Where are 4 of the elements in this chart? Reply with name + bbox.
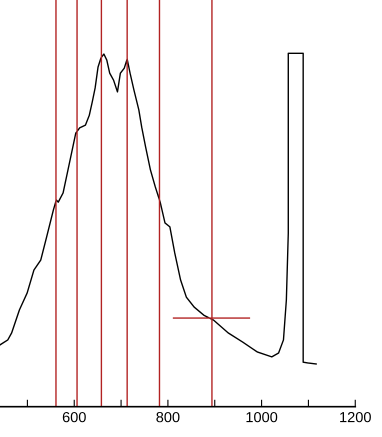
x-tick-label: 600 bbox=[62, 412, 86, 422]
x-tick-label: 1200 bbox=[340, 412, 371, 422]
x-tick-label: 800 bbox=[156, 412, 180, 422]
x-tick-label: 1000 bbox=[246, 412, 278, 422]
